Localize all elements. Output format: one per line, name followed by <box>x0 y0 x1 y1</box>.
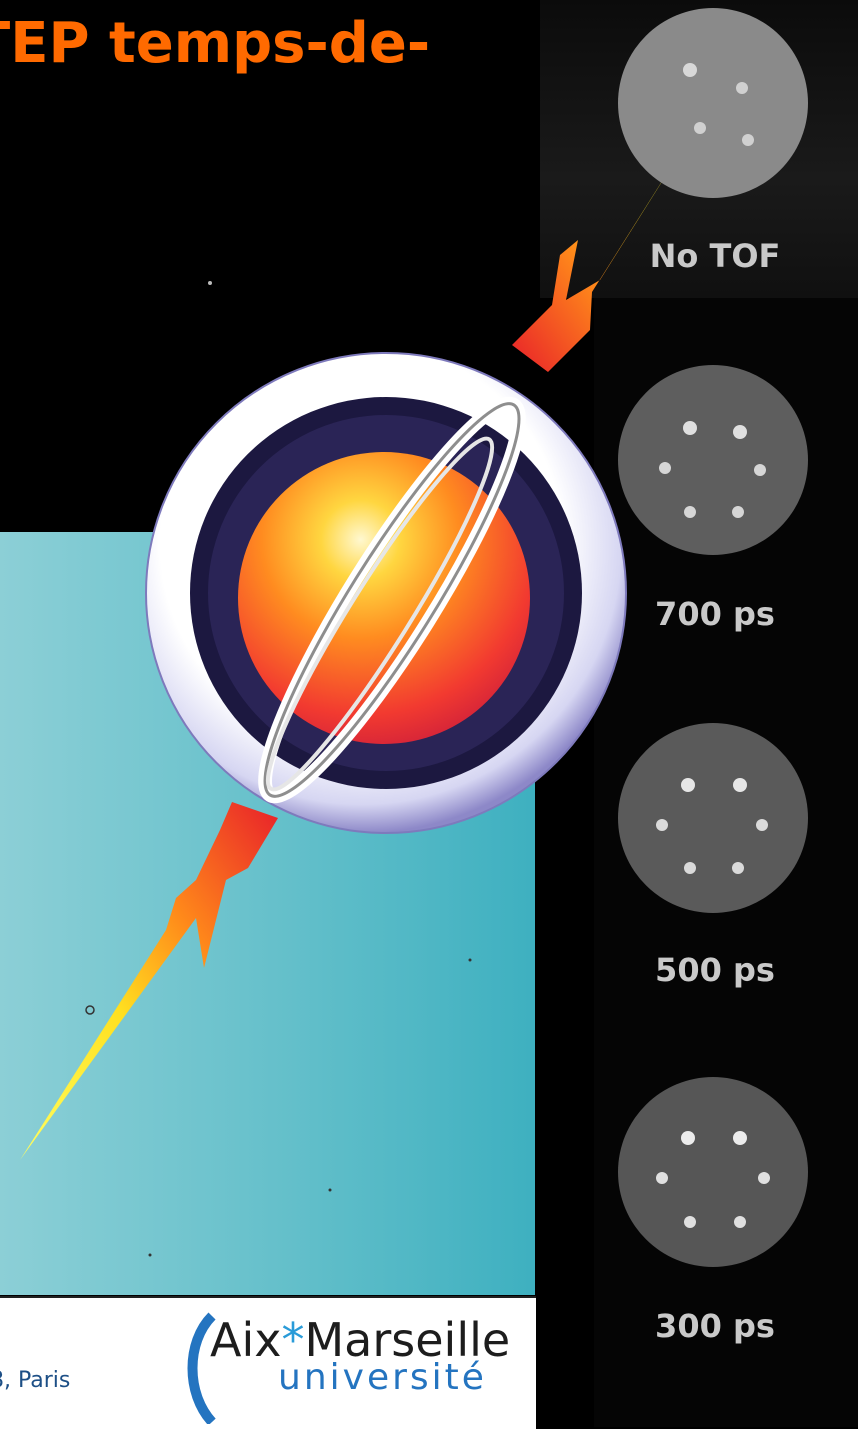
logo-bracket-icon <box>187 1312 216 1424</box>
recon-label-no-tof: No TOF <box>649 237 781 275</box>
recon-label-700ps: 700 ps <box>655 595 775 633</box>
gamma-ray-upper <box>512 80 726 372</box>
coincidence-ring-rim <box>265 436 495 792</box>
logo-star: * <box>281 1313 305 1367</box>
recon-image-700ps <box>618 365 808 555</box>
footer-band <box>0 1296 536 1429</box>
logo-marseille: Marseille <box>304 1313 511 1367</box>
recon-image-500ps <box>618 723 808 913</box>
logo-aix: Aix <box>210 1313 282 1367</box>
speckle-dot <box>208 281 212 285</box>
recon-label-300ps: 300 ps <box>655 1307 775 1345</box>
speckle-dot <box>148 1253 152 1257</box>
logo-universite: université <box>278 1357 487 1398</box>
logo-line1: Aix*Marseille <box>210 1314 510 1366</box>
speckle-dot <box>468 958 472 962</box>
slide-title: TEP temps-de- <box>0 11 431 76</box>
speckle-dot <box>85 1005 95 1015</box>
footer-text: 8, Paris <box>0 1368 71 1393</box>
coincidence-ring-inner <box>263 402 521 798</box>
recon-image-no-tof <box>618 8 808 198</box>
aix-marseille-logo: Aix*Marseille université <box>178 1312 528 1424</box>
recon-label-500ps: 500 ps <box>655 951 775 989</box>
emitter-sphere <box>238 452 530 744</box>
gamma-ray-lower <box>20 802 278 1160</box>
recon-image-300ps <box>618 1077 808 1267</box>
speckle-dot <box>328 1188 332 1192</box>
